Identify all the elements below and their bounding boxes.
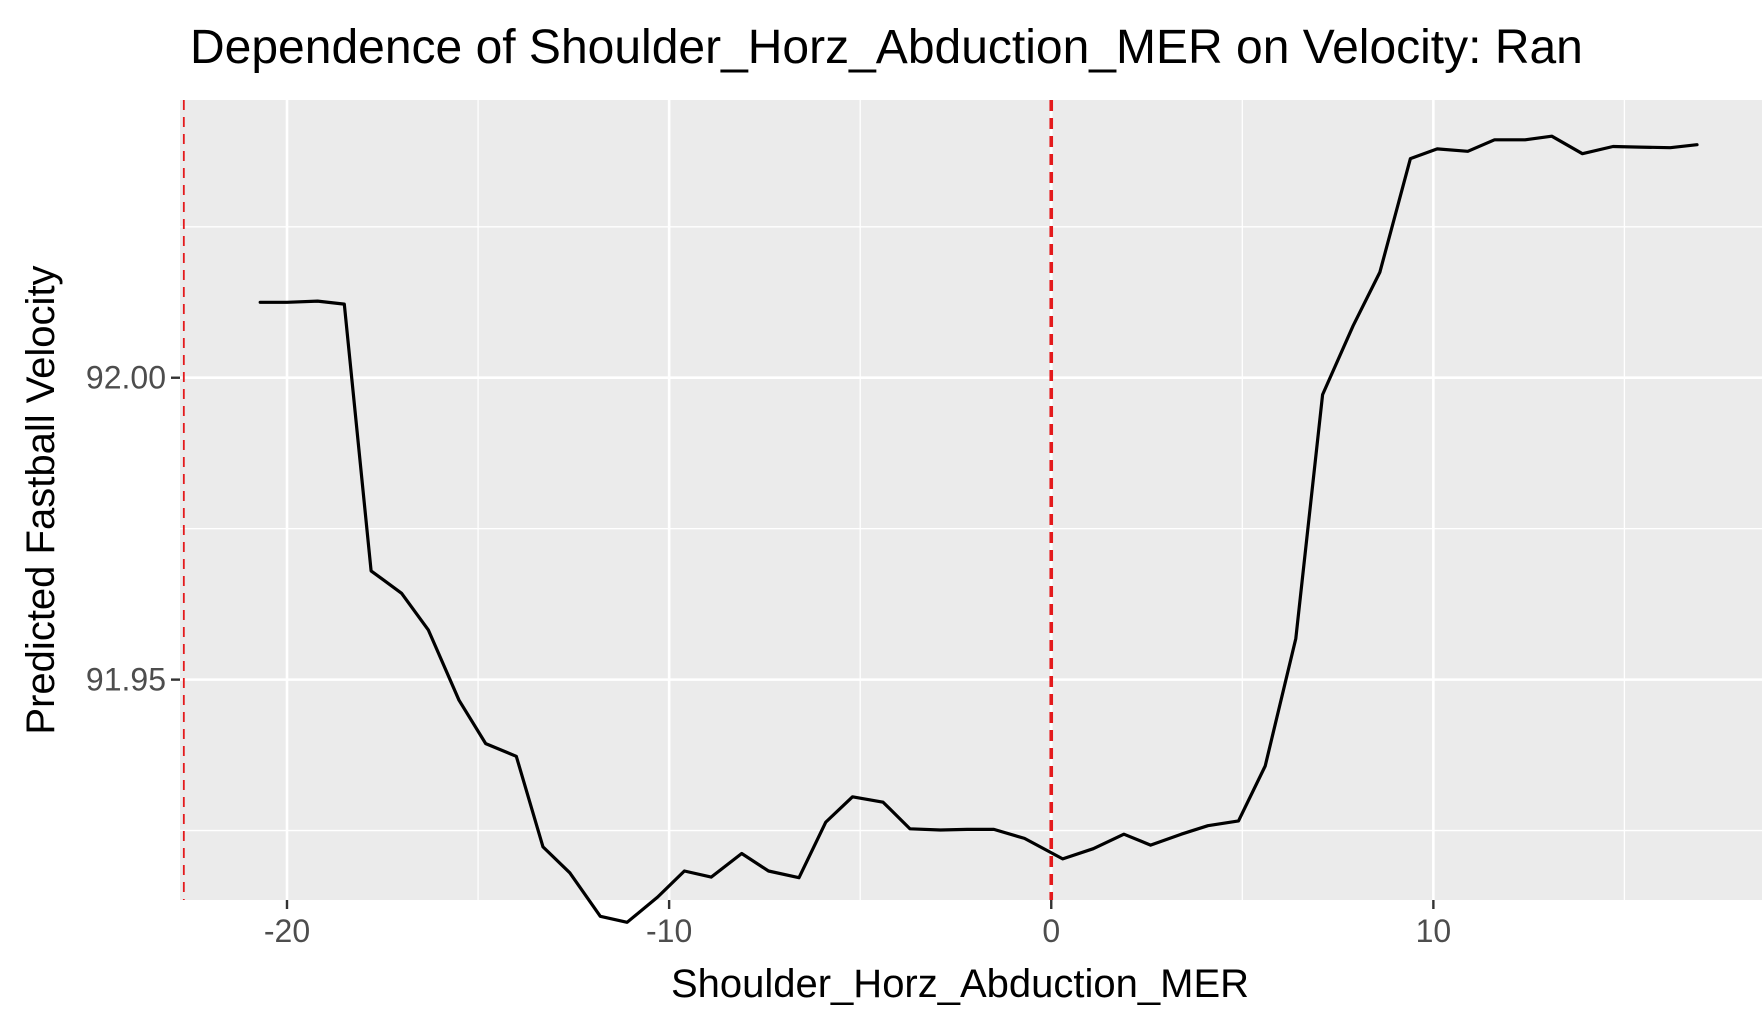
series-layer xyxy=(258,134,1699,924)
reference-lines xyxy=(182,100,1054,900)
chart-title: Dependence of Shoulder_Horz_Abduction_ME… xyxy=(190,21,1583,74)
y-tick-label: 91.95 xyxy=(86,662,166,698)
y-tick-label: 92.00 xyxy=(86,360,166,396)
x-tick-label: 0 xyxy=(1042,913,1060,949)
plot-panel xyxy=(180,100,1762,900)
y-axis-title: Predicted Fastball Velocity xyxy=(19,265,63,734)
x-tick-label: 10 xyxy=(1416,913,1452,949)
y-axis: 91.95 92.00 xyxy=(86,360,180,698)
x-axis: -20 -10 0 10 xyxy=(264,900,1451,949)
x-tick-label: -10 xyxy=(646,913,692,949)
x-tick-label: -20 xyxy=(264,913,310,949)
x-axis-title: Shoulder_Horz_Abduction_MER xyxy=(671,962,1249,1006)
